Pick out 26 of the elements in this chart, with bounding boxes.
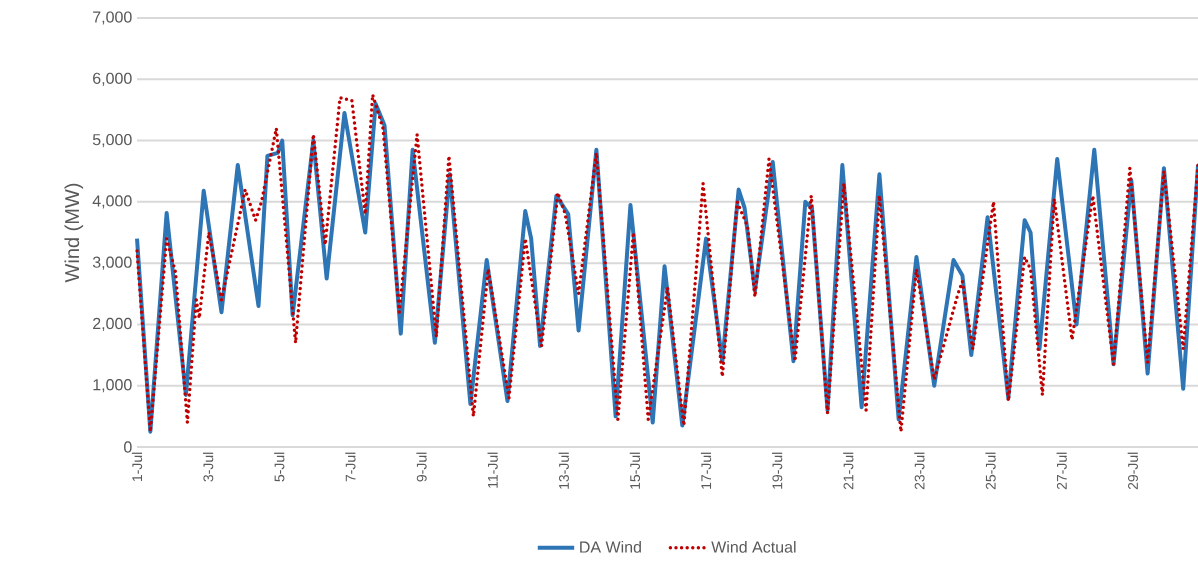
x-tick-label: 15-Jul bbox=[629, 452, 641, 489]
y-axis-title: Wind (MW) bbox=[64, 183, 84, 283]
y-tick-label: 6,000 bbox=[93, 72, 132, 86]
x-tick-label: 17-Jul bbox=[700, 452, 712, 489]
x-tick-label: 9-Jul bbox=[416, 452, 427, 482]
x-tick-label: 1-Jul bbox=[131, 452, 143, 481]
y-tick-label: 2,000 bbox=[93, 317, 132, 332]
x-tick-label: 23-Jul bbox=[914, 452, 925, 490]
x-tick-label: 7-Jul bbox=[345, 452, 356, 482]
y-tick-label: 0 bbox=[124, 441, 132, 453]
x-tick-label: 5-Jul bbox=[274, 452, 285, 482]
y-tick-label: 7,000 bbox=[93, 11, 132, 25]
x-tick-label: 29-Jul bbox=[1127, 452, 1138, 490]
y-tick-label: 5,000 bbox=[92, 133, 132, 148]
x-tick-label: 11-Jul bbox=[487, 452, 498, 488]
x-tick-label: 25-Jul bbox=[985, 452, 996, 490]
x-tick-label: 21-Jul bbox=[843, 452, 854, 490]
legend-label: Wind Actual bbox=[711, 541, 796, 553]
x-tick-label: 3-Jul bbox=[203, 452, 214, 482]
x-tick-label: 27-Jul bbox=[1056, 452, 1067, 490]
legend-label: DA Wind bbox=[580, 541, 641, 553]
y-tick-label: 3,000 bbox=[92, 256, 132, 270]
y-tick-label: 4,000 bbox=[92, 195, 132, 209]
x-tick-label: 13-Jul bbox=[558, 452, 569, 489]
x-tick-label: 19-Jul bbox=[772, 452, 783, 489]
y-tick-label: 1,000 bbox=[93, 379, 132, 393]
